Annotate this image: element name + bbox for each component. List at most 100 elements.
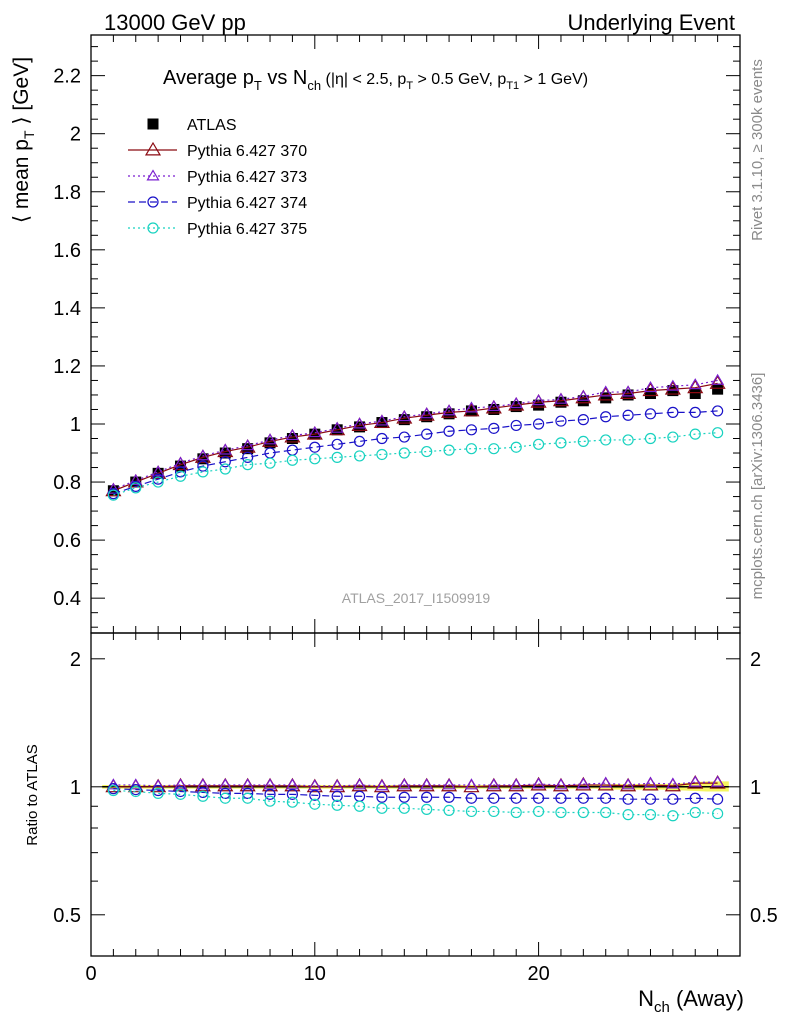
data-point [218, 443, 232, 455]
data-point [152, 787, 164, 799]
data-point [130, 785, 142, 798]
data-point [689, 792, 701, 804]
ratio-y-tick-label-right: 1 [750, 777, 761, 799]
data-point [487, 399, 501, 412]
data-point [264, 788, 276, 800]
plot-title: Average pT vs Nch (|η| < 2.5, pT > 0.5 G… [163, 67, 588, 93]
data-point [129, 473, 143, 486]
analysis-watermark: ATLAS_2017_I1509919 [342, 590, 491, 606]
data-point [152, 473, 164, 485]
data-point [712, 383, 724, 395]
data-point [375, 779, 389, 791]
legend-entry: Pythia 6.427 374 [128, 195, 307, 212]
data-point [554, 778, 568, 790]
data-point [532, 438, 545, 450]
data-point [689, 806, 701, 819]
data-point [555, 806, 567, 819]
data-point [510, 792, 522, 804]
data-point [510, 419, 522, 432]
data-point [286, 788, 299, 800]
data-point [622, 793, 634, 805]
mcplots-label: mcplots.cern.ch [arXiv:1306.3436] [749, 373, 766, 600]
data-point [174, 788, 187, 800]
data-point [331, 438, 343, 450]
series-pythia-6-427-373 [106, 373, 725, 494]
data-point [644, 388, 656, 400]
main-ylabel: ⟨ mean pT ⟩ [GeV] [10, 57, 37, 223]
data-point [689, 388, 701, 400]
data-point [151, 465, 165, 477]
data-point [622, 409, 634, 421]
data-point [144, 141, 162, 156]
data-point [576, 389, 590, 401]
data-point [196, 449, 210, 461]
data-point [264, 437, 276, 449]
axis-ticks [90, 35, 741, 956]
data-point [600, 806, 612, 819]
data-point [712, 793, 724, 805]
data-point [463, 402, 480, 417]
data-point [241, 439, 255, 451]
data-point [264, 795, 276, 807]
data-point [689, 406, 701, 418]
data-point [175, 460, 187, 472]
data-point [353, 450, 366, 462]
data-point [174, 785, 187, 798]
series-line [113, 781, 718, 787]
data-point [667, 431, 679, 443]
legend-label: Pythia 6.427 375 [187, 221, 307, 238]
y-tick-label: 2 [70, 124, 81, 146]
series-line [113, 789, 718, 817]
data-point [398, 447, 410, 459]
data-point [599, 385, 613, 397]
data-point [196, 778, 210, 790]
data-point [577, 792, 589, 804]
data-point [599, 776, 613, 788]
y-tick-label: 1.8 [53, 182, 81, 204]
data-point [621, 385, 635, 397]
ratio-series [105, 774, 726, 822]
data-point [576, 777, 590, 789]
series-pythia-6-427-374 [107, 405, 724, 500]
y-tick-label: 0.4 [53, 588, 81, 610]
data-point [397, 778, 411, 790]
data-point [197, 466, 209, 478]
x-tick-label: 10 [304, 963, 326, 985]
data-point [376, 802, 388, 814]
series-pythia-6-427-374 [107, 783, 724, 805]
y-tick-label: 1.4 [53, 298, 81, 320]
data-point [330, 779, 344, 791]
legend-label: Pythia 6.427 374 [187, 195, 307, 212]
data-point [465, 792, 478, 804]
data-point [712, 807, 724, 820]
data-point [442, 404, 456, 416]
data-point [709, 375, 726, 389]
data-point [532, 805, 545, 818]
ratio-y-tick-label-right: 2 [750, 649, 761, 671]
data-point [667, 406, 679, 418]
legend-entry: Pythia 6.427 375 [128, 221, 307, 238]
data-point [331, 790, 343, 802]
data-point [309, 441, 321, 453]
data-point [376, 432, 388, 445]
legend-entry: Pythia 6.427 370 [128, 141, 307, 160]
series-line [113, 788, 718, 800]
data-point [309, 789, 321, 801]
data-point [353, 800, 366, 812]
data-point [152, 476, 164, 488]
data-point [600, 792, 612, 804]
series-atlas [107, 383, 724, 497]
data-point [376, 791, 388, 803]
y-tick-label: 1.6 [53, 240, 81, 262]
data-point [488, 792, 500, 804]
y-tick-label: 1.2 [53, 356, 81, 378]
data-point [687, 379, 704, 394]
data-point [622, 434, 634, 446]
ratio-y-tick-label: 0.5 [53, 905, 81, 927]
data-point [443, 444, 455, 456]
data-point [577, 435, 589, 448]
data-point [644, 432, 657, 445]
data-point [197, 786, 209, 799]
data-point [242, 787, 254, 799]
data-point [600, 392, 612, 404]
